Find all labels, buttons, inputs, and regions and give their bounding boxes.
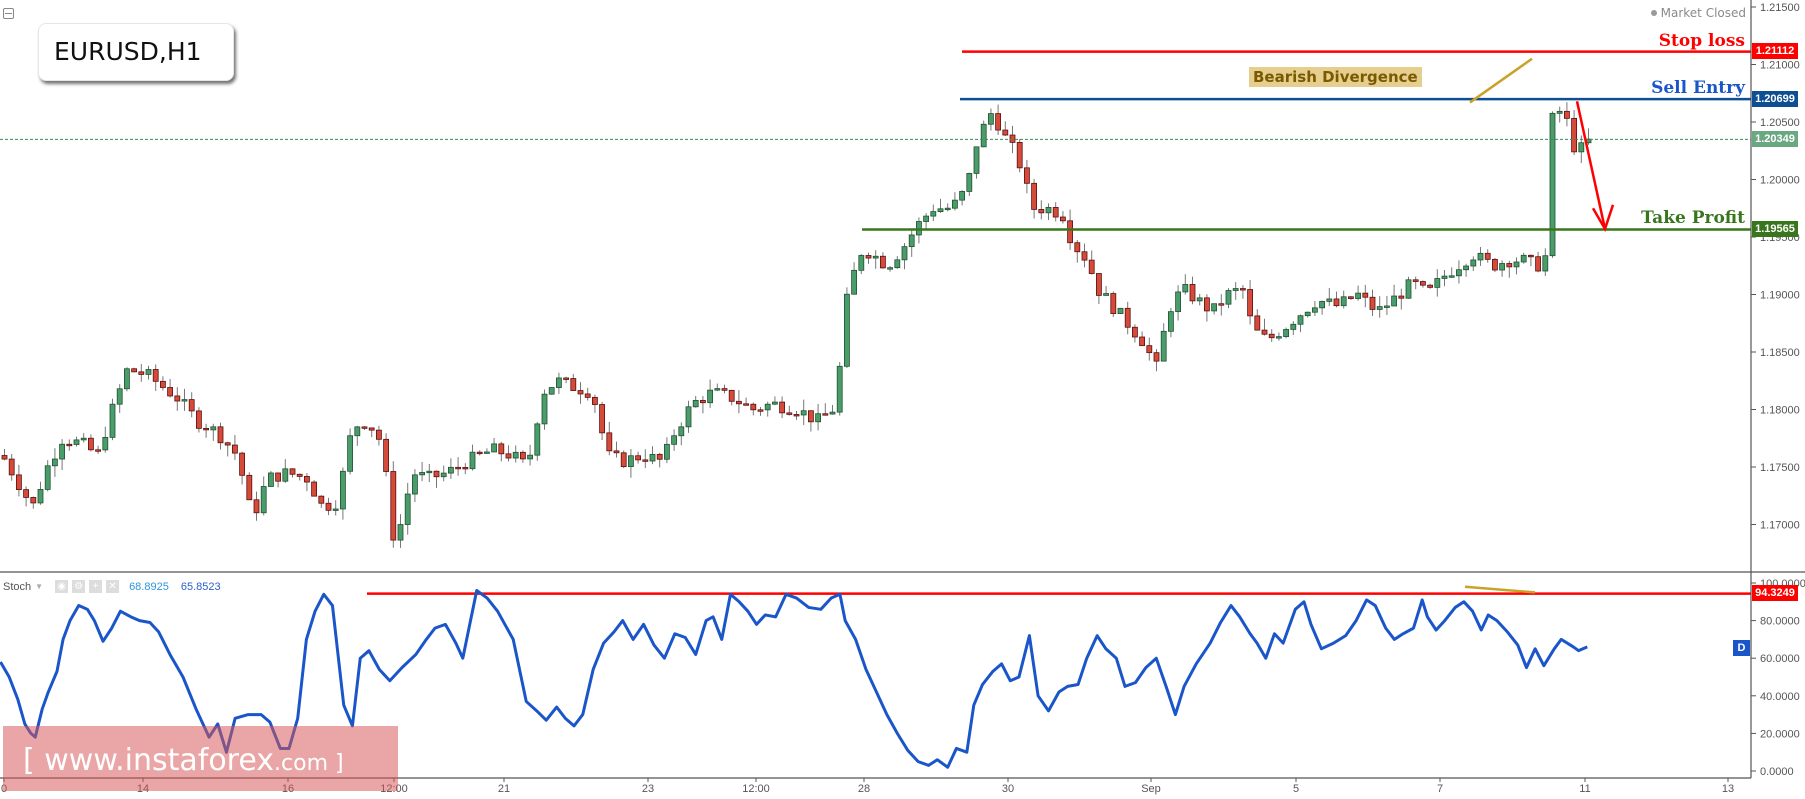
symbol-label: EURUSD,H1 — [38, 23, 234, 81]
stop-loss-price-tag: 1.21112 — [1752, 43, 1798, 59]
stoch-axis-ticks: 100.000080.000060.000040.000020.00000.00… — [1751, 578, 1805, 778]
svg-text:1.17500: 1.17500 — [1760, 462, 1800, 474]
gear-icon[interactable]: ⚙ — [72, 580, 86, 593]
stoch-d-badge[interactable]: D — [1733, 640, 1750, 656]
svg-text:60.0000: 60.0000 — [1760, 653, 1800, 665]
stop-loss-label: Stop loss — [1658, 31, 1745, 51]
svg-text:5: 5 — [1293, 783, 1299, 795]
current-price-tag: 1.20349 — [1752, 131, 1798, 147]
sell-entry-price-tag: 1.20699 — [1752, 91, 1798, 107]
down-arrow-icon[interactable] — [1575, 101, 1615, 232]
divergence-trendline-price[interactable] — [1469, 57, 1533, 104]
svg-text:23: 23 — [642, 783, 654, 795]
stoch-header: Stoch ▼ ◉ ⚙ + ✕ 68.8925 65.8523 — [3, 580, 221, 593]
eye-icon[interactable]: ◉ — [55, 580, 69, 593]
svg-text:20.0000: 20.0000 — [1760, 728, 1800, 740]
svg-text:21: 21 — [498, 783, 510, 795]
stoch-level-tag: 94.3249 — [1752, 585, 1798, 601]
market-status: Market Closed — [1650, 6, 1746, 20]
svg-text:30: 30 — [1002, 783, 1014, 795]
svg-text:1.18500: 1.18500 — [1760, 347, 1800, 359]
chevron-down-icon[interactable]: ▼ — [35, 582, 44, 591]
sell-entry-label: Sell Entry — [1651, 78, 1745, 98]
take-profit-label: Take Profit — [1641, 208, 1745, 228]
status-dot-icon — [1650, 10, 1657, 16]
take-profit-price-tag: 1.19565 — [1752, 221, 1798, 237]
svg-text:40.0000: 40.0000 — [1760, 691, 1800, 703]
candlestick-series — [1, 102, 1592, 548]
close-icon[interactable]: ✕ — [106, 580, 120, 593]
svg-text:7: 7 — [1437, 783, 1443, 795]
price-axis-ticks: 1.215001.210001.205001.200001.195001.190… — [1751, 2, 1800, 532]
stoch-k-value: 68.8925 — [129, 580, 169, 593]
plus-icon[interactable]: + — [89, 580, 103, 593]
bearish-divergence-label: Bearish Divergence — [1249, 67, 1422, 87]
stoch-line — [0, 589, 1588, 769]
stoch-d-value: 65.8523 — [180, 580, 221, 593]
watermark: [ www.instaforex.com ] — [3, 726, 398, 791]
svg-text:1.18000: 1.18000 — [1760, 405, 1800, 417]
svg-text:1.20500: 1.20500 — [1760, 117, 1800, 129]
svg-text:80.0000: 80.0000 — [1760, 616, 1800, 628]
svg-text:11: 11 — [1579, 783, 1590, 795]
divergence-trendline-stoch[interactable] — [1464, 585, 1536, 594]
collapse-icon[interactable] — [3, 8, 14, 19]
svg-text:1.21500: 1.21500 — [1760, 2, 1800, 14]
svg-text:Sep: Sep — [1141, 783, 1161, 795]
svg-text:12:00: 12:00 — [742, 783, 770, 795]
svg-text:1.19000: 1.19000 — [1760, 290, 1800, 302]
svg-text:13: 13 — [1722, 783, 1734, 795]
svg-text:1.21000: 1.21000 — [1760, 60, 1800, 72]
stoch-name[interactable]: Stoch — [3, 580, 32, 593]
svg-text:0.0000: 0.0000 — [1760, 766, 1794, 778]
svg-text:28: 28 — [858, 783, 870, 795]
svg-text:1.20000: 1.20000 — [1760, 175, 1800, 187]
svg-text:1.17000: 1.17000 — [1760, 520, 1800, 532]
